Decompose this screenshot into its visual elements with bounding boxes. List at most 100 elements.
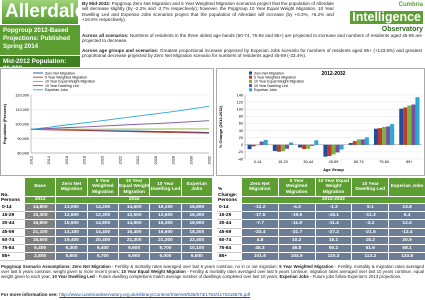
cell: 16,300 [180, 211, 213, 221]
summary: Across age groups and scenarios: Greates… [82, 48, 422, 59]
bar [310, 144, 315, 146]
assumption-text: - Fertility & mortality rates averaged o… [1, 269, 425, 280]
footer: Popgroup Scenario Assumptions: Zero Net … [1, 264, 424, 280]
cell: 10,100 [180, 243, 213, 254]
cell: -1.3 [314, 202, 353, 213]
y-tick-label: 90,000 [17, 137, 29, 141]
bar [247, 144, 252, 150]
cell: 18,300 [180, 227, 213, 237]
y-tick-label: 110,000 [16, 108, 29, 112]
y-axis-label: % Change (2012-2032) [218, 105, 223, 148]
cell: 15.1 [314, 235, 353, 245]
row: 30-44 16,800 15,500 14,800 14,900 16,300 18,90… [0, 219, 213, 229]
cell: 14,600 [117, 202, 151, 213]
cell: 16,800 [180, 202, 213, 213]
bar [298, 144, 303, 148]
cell: 9,300 [55, 243, 88, 254]
legend-label: Experian Jobs [45, 88, 68, 92]
row: 85+ 101.6 104.9 110.3 113.2 133.8 [217, 252, 425, 262]
y-tick-label: 140 [237, 93, 243, 97]
title: Allerdale [2, 0, 85, 24]
x-tick-label: 2020 [101, 156, 105, 164]
row: 60-74 18,500 19,400 20,400 21,300 21,300 22,40… [0, 235, 213, 245]
column-header: 5 Year Weighted Migration [86, 177, 119, 197]
pct-table: % Change: Persons Zero Net Migration 5 Yea… [217, 177, 425, 262]
cell: -4.3 [277, 202, 316, 213]
assumption-text: - Fertility, mortality & migration rates… [1, 264, 425, 275]
row-label: 85+ [217, 252, 242, 262]
legend-swatch [249, 79, 252, 83]
bar [251, 144, 256, 147]
row: 85+ 2,800 5,600 5,700 5,900 6,000 6,500 [0, 252, 213, 262]
y-tick-label: 40 [239, 129, 243, 133]
assumption-text: - Future dwelling completions match aver… [96, 274, 279, 280]
column-header: 10 Year Dwelling Led [149, 177, 182, 197]
cell: 9.1 [351, 202, 390, 213]
line [30, 128, 210, 134]
cell: 104.9 [277, 252, 316, 262]
bar [306, 144, 311, 149]
cell: -31.7 [277, 227, 316, 237]
cell: 13.8 [388, 202, 425, 213]
row: 0-14 14,800 13,000 14,200 14,600 16,100 16,800 [0, 202, 213, 213]
cell: 6,500 [180, 252, 213, 262]
column-header: Zero Net Migration [241, 177, 279, 197]
row-label: 30-44 [217, 219, 242, 229]
cell: 14,800 [86, 219, 119, 229]
row-label: 75-84 [217, 243, 242, 254]
line-chart: 80,000 90,000 100,000 110,000 120,000 2012 201… [0, 68, 214, 176]
bar [263, 139, 268, 145]
row: 45-59 -33.4 -31.7 -27.2 -21.5 -13.4 [217, 227, 425, 237]
period-row: 2012 2032 [1, 196, 213, 204]
x-tick-label: 85+ [406, 160, 413, 164]
x-tick-label: 75-84 [379, 160, 389, 164]
cell: 15,400 [117, 227, 151, 237]
line [30, 120, 210, 130]
cell: 10.2 [277, 235, 316, 245]
cell: 12,300 [86, 211, 119, 221]
cell: -12.2 [241, 202, 279, 213]
y-tick-label: 60 [239, 122, 243, 126]
column-header: 10 Year Equal Weight Migration [117, 177, 151, 197]
bar [360, 139, 365, 145]
legend-label: 10 Year Equal Weight Migration [254, 80, 304, 84]
row-label: 45-59 [0, 227, 25, 237]
cell: 5,600 [55, 252, 88, 262]
link[interactable]: http://www.cumbriaobservatory.org.uk/eli… [59, 292, 251, 297]
cell: 6,400 [23, 243, 57, 254]
bar [259, 141, 264, 145]
legend-swatch [249, 88, 252, 92]
bar [378, 128, 383, 145]
logo-bottom: Observatory [381, 26, 423, 33]
y-tick-label: 120,000 [15, 93, 29, 97]
column-header: Experian Jobs [388, 177, 425, 197]
cell: 6,000 [149, 252, 182, 262]
summary: By Mid-2032: Popgroup Zero Net Migration… [82, 1, 334, 23]
bar [276, 144, 281, 152]
cell: 14,200 [86, 202, 119, 213]
cell: -27.2 [314, 227, 353, 237]
column-header: 10 Year Dwelling Led [351, 177, 390, 197]
bar [415, 97, 420, 145]
bar [327, 144, 332, 157]
cell: 21,100 [23, 227, 57, 237]
cell: 18,900 [180, 219, 213, 229]
assumption-name: 5 Year Weighted Migration [279, 264, 334, 269]
row-label: 45-59 [217, 227, 242, 237]
legend-label: 5 Year Weighted Migration [254, 76, 296, 80]
cell: 113.2 [351, 252, 390, 262]
cell: 14,800 [23, 202, 57, 213]
row-label: 0-14 [0, 202, 25, 213]
x-tick-label: 2022 [118, 156, 122, 164]
bar [386, 126, 391, 145]
bar [335, 144, 340, 153]
legend-label: Zero Net Migration [254, 71, 284, 75]
bar [272, 144, 277, 151]
cell: 15,500 [55, 219, 88, 229]
summary-text: Popgroup Zero Net Migration and 5 Year W… [82, 1, 334, 23]
cell: -3.2 [351, 219, 390, 229]
cell: 20,400 [86, 235, 119, 245]
logo-main: Intelligence [350, 10, 423, 24]
x-tick-label: 2030 [190, 156, 194, 164]
cell: -18.1 [314, 211, 353, 221]
